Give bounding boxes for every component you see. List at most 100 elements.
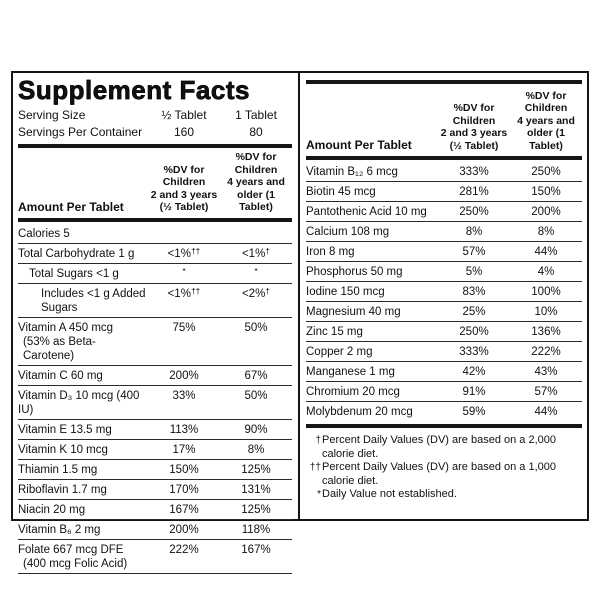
supplement-facts-label: Supplement Facts Serving Size ½ Tablet 1… [11,71,589,574]
dv-value-children-4-older: 131% [241,483,271,496]
nutrient-name: Vitamin D₃ 10 mcg (400 IU) [18,389,140,416]
nutrient-name: Iodine 150 mcg [306,286,385,298]
nutrient-name: Chromium 20 mcg [306,386,400,398]
dv-value-children-2-3: 167% [169,503,199,516]
dv-value-children-2-3: 75% [172,321,196,334]
table-row: Vitamin E 13.5 mg 113% 90% [18,420,292,440]
section-divider-bar [18,144,292,148]
table-row: Vitamin B₆ 2 mg 200% 118% [18,520,292,540]
right-table-header: Amount Per Tablet %DV for Children 2 and… [306,87,582,153]
dv-value-children-2-3: 5% [465,266,483,278]
dv-value-children-4-older: 50% [244,389,268,402]
nutrient-name: Thiamin 1.5 mg [18,463,98,476]
amount-per-tablet-label: Amount Per Tablet [18,199,124,214]
footnote-marker: * [317,489,321,500]
right-panel: Amount Per Tablet %DV for Children 2 and… [300,73,587,519]
dv-value-children-4-older: <2%† [241,285,271,300]
footnote-marker: * [254,265,258,276]
dv-value-children-2-3: <1%†† [167,245,201,260]
section-divider-bar [18,217,292,222]
footnote-line: * Daily Value not established. [306,488,580,502]
table-row: Vitamin A 450 mcg (53% as Beta-Carotene) 7… [18,318,292,366]
dv-header-children-2-3: %DV for Children 2 and 3 years (½ Tablet… [150,163,218,214]
nutrient-name: Calcium 108 mg [306,226,390,238]
table-row: Iron 8 mg 57% 44% [306,242,582,262]
dv-value-children-2-3: 91% [462,386,486,398]
nutrient-name: Magnesium 40 mg [306,306,401,318]
table-row: Niacin 20 mg 167% 125% [18,500,292,520]
table-row: Manganese 1 mg 42% 43% [306,362,582,382]
table-row: Thiamin 1.5 mg 150% 125% [18,460,292,480]
footnote-marker: †† [190,245,201,256]
nutrient-name: Vitamin B₆ 2 mg [18,523,101,536]
table-row: Phosphorus 50 mg 5% 4% [306,262,582,282]
dv-value-children-2-3: * [148,265,220,281]
table-row: Molybdenum 20 mcg 59% 44% [306,402,582,421]
dv-header-children-2-3: %DV for Children 2 and 3 years (½ Tablet… [440,102,508,152]
dv-value-children-2-3: 113% [169,423,199,436]
table-row: Iodine 150 mcg 83% 100% [306,282,582,302]
nutrient-name: Iron 8 mg [306,246,355,258]
section-divider-bar [306,80,582,84]
dv-value-children-2-3: 333% [459,166,489,178]
dv-header-children-4-older: %DV for Children 4 years and older (1 Ta… [517,89,575,152]
dv-value-children-2-3: 17% [172,443,196,456]
dv-value-children-4-older: 10% [534,306,558,318]
dv-value-children-2-3: 222% [169,543,199,556]
nutrient-name: Vitamin C 60 mg [18,369,103,382]
dv-value-children-2-3 [148,227,220,241]
dv-value-children-4-older: 4% [537,266,555,278]
dv-value-children-2-3: 250% [459,326,489,338]
section-divider-bar [306,156,582,160]
table-row: Total Sugars <1 g * * [18,264,292,284]
dv-value-children-4-older: 44% [534,406,558,418]
dv-value-children-4-older: 125% [241,503,271,516]
dv-value-children-4-older: 100% [531,286,561,298]
dv-value-children-4-older: * [220,265,292,281]
dv-value-children-2-3: 281% [459,186,489,198]
table-row: Total Carbohydrate 1 g <1%†† <1%† [18,244,292,264]
footnote-marker: †† [309,462,321,473]
dv-value-children-4-older: 67% [244,369,268,382]
nutrient-name: Niacin 20 mg [18,503,86,516]
dv-value-children-2-3: 170% [169,483,199,496]
footnote-marker: * [182,265,186,276]
servings-count-half: 160 [173,125,195,139]
dv-value-children-2-3: <1%†† [167,285,201,300]
dv-value-children-4-older: 150% [531,186,561,198]
dv-value-children-4-older: 125% [241,463,271,476]
table-row: Vitamin D₃ 10 mcg (400 IU) 33% 50% [18,386,292,420]
footnote-marker: †† [190,285,201,296]
dv-value-children-2-3: 42% [462,366,486,378]
footnote-line: † Percent Daily Values (DV) are based on … [306,434,580,461]
nutrient-name: Total Carbohydrate 1 g [18,247,135,260]
dv-value-children-4-older [220,227,292,241]
serving-size-row: Serving Size ½ Tablet 1 Tablet [18,107,292,124]
servings-count-one: 80 [249,125,263,139]
dv-value-children-2-3: 200% [169,369,199,382]
serving-size-label: Serving Size [18,108,86,122]
nutrient-name: Pantothenic Acid 10 mg [306,206,427,218]
dv-value-children-2-3: 250% [459,206,489,218]
dv-value-children-4-older: 222% [531,346,561,358]
left-nutrient-table: Calories 5 Total Carbohydrate 1 g <1%†† <1%… [18,224,292,574]
nutrient-name: Riboflavin 1.7 mg [18,483,107,496]
dv-value-children-4-older: 50% [244,321,268,334]
dv-value-children-2-3: 59% [462,406,486,418]
right-nutrient-table: Vitamin B₁₂ 6 mcg 333% 250% Biotin 45 mcg 28… [306,162,582,421]
table-row: Calcium 108 mg 8% 8% [306,222,582,242]
dv-value-children-2-3: 83% [462,286,486,298]
dv-value-children-4-older: 44% [534,246,558,258]
left-table-header: Amount Per Tablet %DV for Children 2 and… [18,151,292,215]
dv-value-children-4-older: 57% [534,386,558,398]
table-row: Vitamin B₁₂ 6 mcg 333% 250% [306,162,582,182]
nutrient-name: Folate 667 mcg DFE (400 mcg Folic Acid) [18,543,128,570]
nutrient-name: Manganese 1 mg [306,366,395,378]
dv-value-children-4-older: 250% [531,166,561,178]
nutrient-name: Vitamin B₁₂ 6 mcg [306,166,398,178]
dv-value-children-2-3: 8% [465,226,483,238]
dv-value-children-4-older: 8% [537,226,555,238]
table-row: Includes <1 g Added Sugars <1%†† <2%† [18,284,292,318]
footnote-marker: † [315,435,321,446]
column-divider [298,73,300,519]
